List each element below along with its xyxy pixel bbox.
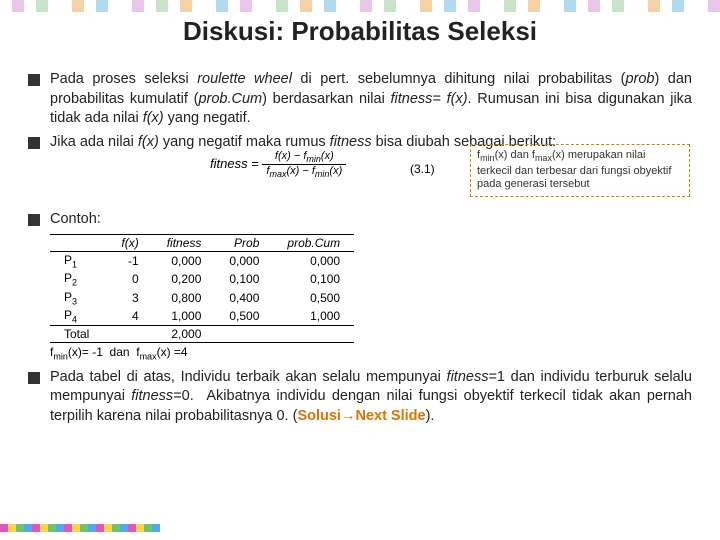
bullet-1: Pada proses seleksi roulette wheel di pe…	[28, 70, 692, 129]
arrow-icon: →	[341, 408, 356, 424]
table-row: P1-10,0000,0000,000	[50, 251, 354, 270]
table-row: P200,2000,1000,100	[50, 270, 354, 288]
example-table: f(x) fitness Prob prob.Cum P1-10,0000,00…	[50, 234, 692, 344]
equation-number: (3.1)	[410, 162, 435, 176]
table-row: P441,0000,5001,000	[50, 307, 354, 326]
slide-content: Pada proses seleksi roulette wheel di pe…	[28, 70, 692, 430]
fitness-equation: fitness = f(x) − fmin(x) fmax(x) − fmin(…	[210, 150, 346, 179]
bullet-icon	[28, 214, 40, 226]
equation-row: fitness = f(x) − fmin(x) fmax(x) − fmin(…	[50, 156, 692, 192]
fmin-fmax-line: fmin(x)= -1 dan fmax(x) =4	[50, 345, 692, 361]
slide-title: Diskusi: Probabilitas Seleksi	[0, 16, 720, 47]
equation-lhs: fitness =	[210, 156, 259, 171]
col-fx: f(x)	[107, 234, 152, 251]
bullet-4-text: Pada tabel di atas, Individu terbaik aka…	[50, 368, 692, 427]
bullet-1-text: Pada proses seleksi roulette wheel di pe…	[50, 70, 692, 129]
bullet-icon	[28, 372, 40, 384]
bullet-3: Contoh:	[28, 210, 692, 230]
bullet-4: Pada tabel di atas, Individu terbaik aka…	[28, 368, 692, 427]
note-box: fmin(x) dan fmax(x) merupakan nilai terk…	[470, 144, 690, 197]
bullet-icon	[28, 137, 40, 149]
col-fitness: fitness	[153, 234, 216, 251]
table-total-row: Total2,000	[50, 326, 354, 343]
bullet-icon	[28, 74, 40, 86]
col-probcum: prob.Cum	[273, 234, 354, 251]
bullet-3-text: Contoh:	[50, 210, 101, 230]
decorative-mosaic-bottom	[0, 524, 160, 540]
table-row: P330,8000,4000,500	[50, 289, 354, 307]
col-prob: Prob	[215, 234, 273, 251]
solusi-label: Solusi	[297, 408, 341, 424]
next-slide-label: Next Slide	[355, 408, 425, 424]
